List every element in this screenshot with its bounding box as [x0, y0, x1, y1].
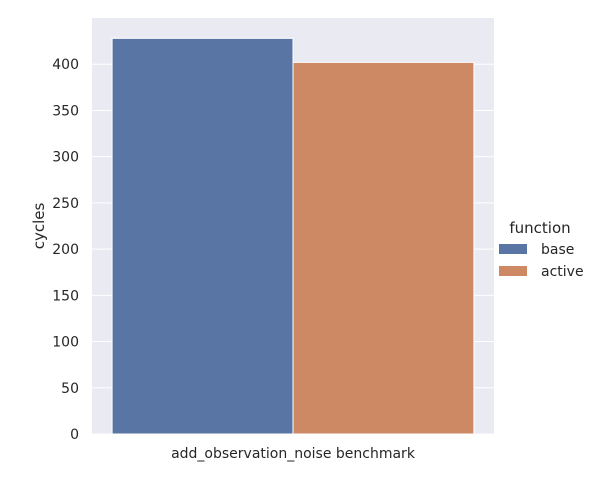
y-tick-label: 350 — [52, 103, 79, 119]
legend: function base active — [499, 219, 584, 280]
y-tick-label: 200 — [52, 242, 79, 258]
legend-label-active: active — [541, 264, 584, 280]
bar-base — [111, 37, 294, 435]
legend-swatch-base — [499, 244, 527, 254]
x-axis-ticks: add_observation_noise benchmark — [171, 446, 416, 462]
x-tick-label: add_observation_noise benchmark — [171, 446, 416, 462]
y-tick-label: 150 — [52, 288, 79, 304]
bar-active — [292, 61, 475, 435]
y-tick-label: 50 — [61, 381, 79, 397]
y-tick-label: 250 — [52, 196, 79, 212]
y-axis-label: cycles — [30, 203, 48, 250]
y-tick-label: 300 — [52, 150, 79, 166]
y-axis-ticks: 0 50 100 150 200 250 300 350 400 — [52, 57, 79, 443]
bars — [111, 37, 475, 435]
legend-title: function — [509, 219, 570, 237]
y-tick-label: 0 — [70, 427, 79, 443]
legend-swatch-active — [499, 266, 527, 276]
y-tick-label: 400 — [52, 57, 79, 73]
legend-label-base: base — [541, 242, 574, 258]
y-tick-label: 100 — [52, 335, 79, 351]
